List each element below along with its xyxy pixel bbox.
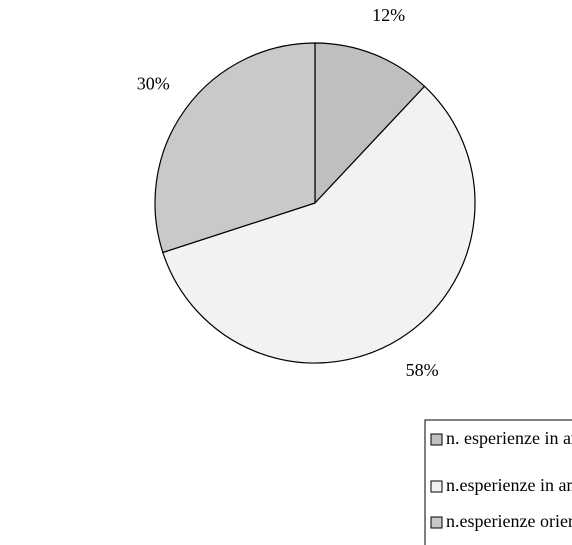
legend-label: n.esperienze orientate alla realizzazion… <box>446 511 572 531</box>
legend-label: n. esperienze in area non disciplinare <box>446 428 572 448</box>
legend-swatch <box>430 433 443 446</box>
value-label: 12% <box>372 5 405 25</box>
pie-slice <box>314 42 426 205</box>
legend-box <box>424 419 572 545</box>
value-label: 58% <box>406 360 439 380</box>
legend-swatch <box>430 516 443 529</box>
legend-swatch <box>430 480 443 493</box>
pie-slice <box>162 85 476 364</box>
value-label: 30% <box>137 74 170 94</box>
legend-label: n.esperienze in ambito disciplinare <box>446 475 572 495</box>
pie-slice <box>154 42 316 254</box>
